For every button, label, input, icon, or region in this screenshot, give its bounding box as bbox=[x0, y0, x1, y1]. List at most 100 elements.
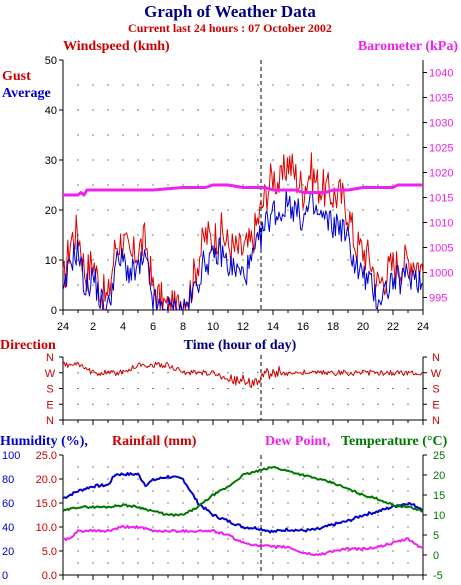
wind-grid-dot bbox=[137, 284, 139, 286]
wind-grid-dot bbox=[137, 134, 139, 136]
direction-grid-dot bbox=[92, 388, 94, 389]
humidity-grid-dot bbox=[182, 538, 184, 540]
humidity-grid-dot bbox=[407, 562, 409, 564]
wind-grid-dot bbox=[377, 159, 379, 161]
humidity-grid-dot bbox=[392, 514, 394, 516]
humidity-grid-dot bbox=[377, 466, 379, 468]
barometer-line bbox=[63, 183, 423, 197]
chart-title: Graph of Weather Data bbox=[144, 2, 316, 21]
humidity-grid-dot bbox=[227, 466, 229, 468]
wind-y-tick-label: 40 bbox=[45, 105, 57, 117]
wind-grid-dot bbox=[107, 134, 109, 136]
direction-grid-dot bbox=[257, 388, 259, 389]
humidity-grid-dot bbox=[257, 526, 259, 528]
wind-y-tick-label: 20 bbox=[45, 205, 57, 217]
wind-grid-dot bbox=[122, 284, 124, 286]
humidity-grid-dot bbox=[317, 562, 319, 564]
direction-grid-dot bbox=[407, 388, 409, 389]
humidity-grid-dot bbox=[122, 550, 124, 552]
humidity-grid-dot bbox=[287, 526, 289, 528]
humidity-grid-dot bbox=[332, 514, 334, 516]
humidity-grid-dot bbox=[152, 514, 154, 516]
humidity-grid-dot bbox=[332, 526, 334, 528]
wind-grid-dot bbox=[377, 84, 379, 86]
humidity-grid-dot bbox=[287, 550, 289, 552]
wind-grid-dot bbox=[137, 234, 139, 236]
humidity-grid-dot bbox=[362, 478, 364, 480]
rainfall-tick-label: 0.0 bbox=[42, 570, 57, 582]
direction-grid-dot bbox=[287, 403, 289, 405]
wind-grid-dot bbox=[167, 259, 169, 261]
wind-grid-dot bbox=[167, 209, 169, 211]
rainfall-tick-label: 15.0 bbox=[36, 498, 57, 510]
humidity-grid-dot bbox=[347, 514, 349, 516]
wind-grid-dot bbox=[302, 84, 304, 86]
direction-grid-dot bbox=[122, 372, 124, 374]
wind-grid-dot bbox=[77, 234, 79, 236]
wind-grid-dot bbox=[272, 134, 274, 136]
wind-grid-dot bbox=[287, 184, 289, 186]
humidity-grid-dot bbox=[152, 538, 154, 540]
wind-grid-dot bbox=[377, 134, 379, 136]
humidity-grid-dot bbox=[257, 562, 259, 564]
direction-grid-dot bbox=[317, 372, 319, 374]
humidity-grid-dot bbox=[212, 466, 214, 468]
direction-grid-dot bbox=[407, 403, 409, 405]
humidity-grid-dot bbox=[242, 502, 244, 504]
wind-grid-dot bbox=[152, 109, 154, 111]
wind-grid-dot bbox=[392, 259, 394, 261]
wind-grid-dot bbox=[407, 134, 409, 136]
wind-grid-dot bbox=[272, 209, 274, 211]
wind-grid-dot bbox=[332, 159, 334, 161]
wind-grid-dot bbox=[152, 134, 154, 136]
wind-grid-dot bbox=[392, 84, 394, 86]
wind-grid-dot bbox=[332, 284, 334, 286]
humidity-grid-dot bbox=[182, 466, 184, 468]
humidity-grid-dot bbox=[392, 526, 394, 528]
humidity-grid-dot bbox=[137, 514, 139, 516]
wind-grid-dot bbox=[362, 159, 364, 161]
humidity-grid-dot bbox=[182, 490, 184, 492]
humidity-tick-label: 80 bbox=[2, 474, 14, 486]
baro-y-tick-label: 1005 bbox=[429, 243, 453, 255]
humidity-grid-dot bbox=[377, 538, 379, 540]
chart-subtitle: Current last 24 hours : 07 October 2002 bbox=[128, 21, 332, 35]
time-tick-label: 6 bbox=[150, 321, 156, 333]
wind-grid-dot bbox=[362, 84, 364, 86]
temperature-line bbox=[62, 465, 424, 517]
wind-grid-dot bbox=[242, 159, 244, 161]
direction-left-tick-label: E bbox=[46, 399, 53, 411]
wind-grid-dot bbox=[347, 234, 349, 236]
wind-grid-dot bbox=[167, 159, 169, 161]
wind-grid-dot bbox=[317, 259, 319, 261]
humidity-grid-dot bbox=[92, 478, 94, 480]
humidity-grid-dot bbox=[347, 466, 349, 468]
wind-grid-dot bbox=[167, 284, 169, 286]
humidity-grid-dot bbox=[137, 550, 139, 552]
humidity-grid-dot bbox=[107, 550, 109, 552]
humidity-grid-dot bbox=[107, 538, 109, 540]
wind-grid-dot bbox=[272, 109, 274, 111]
humidity-grid-dot bbox=[347, 538, 349, 540]
wind-grid-dot bbox=[197, 284, 199, 286]
direction-grid-dot bbox=[347, 388, 349, 389]
humidity-grid-dot bbox=[257, 550, 259, 552]
wind-grid-dot bbox=[392, 159, 394, 161]
humidity-tick-label: 60 bbox=[2, 498, 14, 510]
wind-grid-dot bbox=[182, 134, 184, 136]
wind-grid-dot bbox=[287, 259, 289, 261]
humidity-grid-dot bbox=[122, 562, 124, 564]
humidity-grid-dot bbox=[77, 478, 79, 480]
wind-y-tick-label: 50 bbox=[45, 55, 57, 67]
humidity-grid-dot bbox=[392, 562, 394, 564]
humidity-grid-dot bbox=[77, 538, 79, 540]
wind-grid-dot bbox=[122, 134, 124, 136]
humidity-grid-dot bbox=[197, 526, 199, 528]
wind-grid-dot bbox=[302, 134, 304, 136]
humidity-grid-dot bbox=[122, 538, 124, 540]
wind-grid-dot bbox=[257, 109, 259, 111]
wind-grid-dot bbox=[197, 234, 199, 236]
direction-grid-dot bbox=[167, 403, 169, 405]
temperature-label: Temperature (°C) bbox=[341, 434, 448, 449]
time-tick-label: 8 bbox=[180, 321, 186, 333]
